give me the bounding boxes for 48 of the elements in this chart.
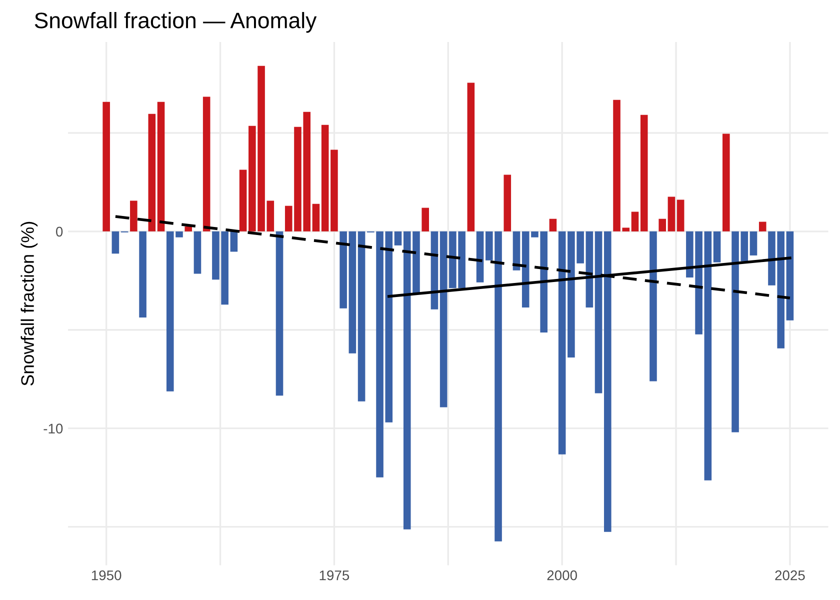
- bar: [330, 150, 338, 232]
- bar: [704, 231, 712, 480]
- bar: [467, 82, 475, 232]
- bar: [750, 231, 758, 256]
- bar: [239, 170, 247, 232]
- bar: [604, 231, 612, 532]
- bar: [631, 212, 639, 232]
- bar: [394, 231, 402, 246]
- bar: [549, 218, 557, 232]
- bar: [130, 200, 138, 232]
- bar: [640, 114, 648, 232]
- bar: [786, 231, 794, 320]
- y-axis-title: Snowfall fraction (%): [20, 222, 38, 386]
- bar: [504, 174, 512, 232]
- bar: [194, 231, 202, 274]
- bar: [112, 231, 120, 254]
- bar: [139, 231, 146, 318]
- bar: [758, 222, 766, 232]
- bar: [668, 196, 676, 232]
- bar: [102, 102, 110, 232]
- x-tick-label: 2025: [775, 570, 805, 580]
- bar: [321, 124, 329, 232]
- bar: [440, 231, 448, 408]
- bar: [230, 231, 238, 252]
- bar: [312, 204, 320, 232]
- x-tick-label: 1975: [320, 570, 350, 580]
- bar: [722, 134, 730, 232]
- bar: [340, 231, 347, 308]
- bar: [422, 208, 429, 232]
- x-tick-label: 1950: [92, 570, 122, 580]
- bar: [148, 114, 156, 232]
- bar: [594, 231, 602, 394]
- bar: [713, 231, 721, 262]
- bar: [184, 226, 192, 232]
- bar: [650, 231, 657, 382]
- y-tick-label: 0: [56, 226, 63, 237]
- bar: [348, 231, 356, 354]
- bar: [676, 200, 684, 232]
- bar: [358, 231, 366, 402]
- chart-title: Snowfall fraction — Anomaly: [34, 12, 317, 33]
- bar: [276, 231, 284, 396]
- y-tick-label: -10: [44, 424, 63, 434]
- bar: [476, 231, 484, 282]
- bar: [658, 218, 666, 232]
- bar: [558, 231, 566, 454]
- x-tick-label: 2000: [547, 570, 577, 580]
- bar: [202, 96, 210, 232]
- bar: [157, 102, 165, 232]
